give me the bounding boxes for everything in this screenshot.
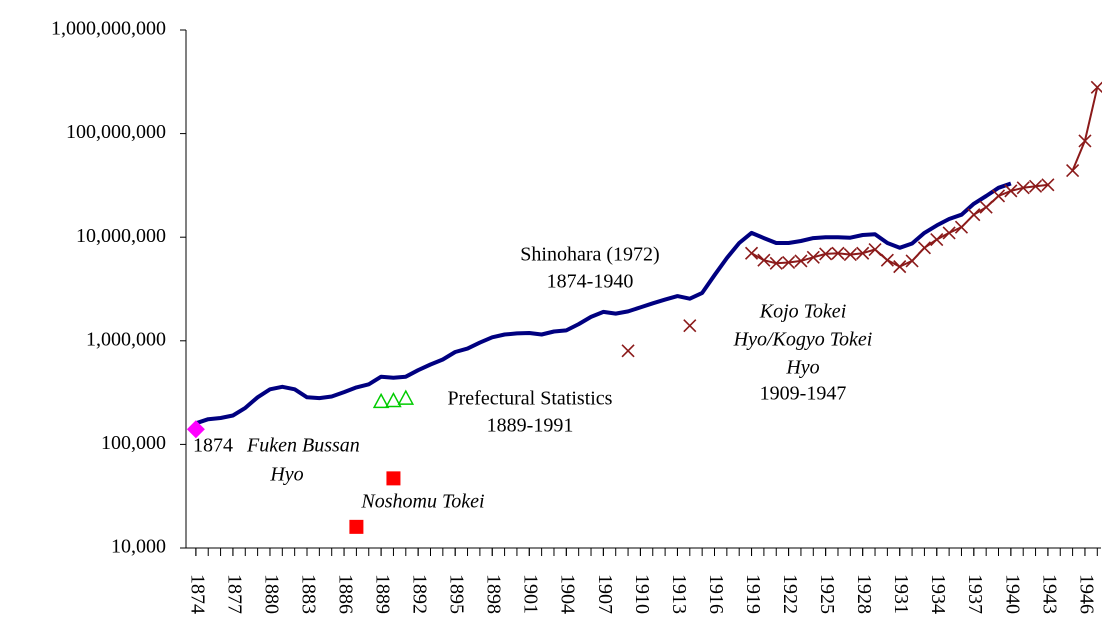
x-tick-label: 1910	[631, 574, 653, 614]
annotation: Hyo	[269, 464, 303, 486]
annotation: Shinohara (1972)	[520, 244, 659, 266]
x-tick-label: 1946	[1075, 574, 1097, 614]
x-tick-label: 1874	[186, 574, 208, 614]
diamond-marker	[186, 420, 205, 439]
x-tick-label: 1877	[223, 574, 245, 614]
x-marker	[782, 255, 796, 270]
x-tick-label: 1880	[260, 574, 282, 614]
x-tick-label: 1907	[594, 574, 616, 614]
x-marker	[954, 220, 969, 234]
x-tick-label: 1928	[853, 574, 875, 614]
y-tick-label: 100,000	[101, 432, 166, 454]
x-tick-label: 1919	[742, 574, 764, 614]
annotation: Hyo/Kogyo Tokei	[733, 329, 873, 351]
y-tick-label: 100,000,000	[66, 121, 166, 143]
x-marker	[831, 246, 845, 260]
x-tick-label: 1895	[446, 574, 468, 614]
x-marker	[1016, 181, 1030, 195]
x-tick-label: 1940	[1001, 574, 1023, 614]
x-tick-label: 1922	[779, 574, 801, 614]
x-marker	[917, 241, 931, 255]
x-tick-label: 1901	[520, 574, 542, 614]
x-marker	[880, 253, 894, 267]
x-marker	[794, 254, 808, 268]
x-marker	[744, 246, 759, 260]
y-tick-label: 1,000,000	[86, 328, 166, 350]
annotation: 1874-1940	[547, 271, 634, 293]
x-marker	[843, 247, 857, 262]
annotation: 1874	[193, 435, 233, 457]
x-tick-label: 1934	[927, 574, 949, 614]
annotation: Kojo Tokei	[759, 301, 847, 323]
x-marker	[1041, 178, 1055, 192]
y-tick-label: 10,000,000	[76, 225, 166, 247]
x-tick-label: 1889	[372, 574, 394, 614]
x-tick-label: 1892	[409, 574, 431, 614]
annotation: 1889-1991	[487, 415, 574, 437]
x-tick-label: 1898	[483, 574, 505, 614]
annotation: Noshomu Tokei	[360, 491, 484, 513]
x-marker	[1078, 134, 1092, 148]
x-marker	[819, 247, 833, 261]
y-tick-label: 1,000,000,000	[51, 18, 166, 40]
annotation: Prefectural Statistics	[448, 388, 613, 410]
x-marker	[1090, 80, 1102, 94]
annotation: Fuken Bussan	[246, 435, 360, 457]
triangle-marker	[372, 392, 390, 409]
x-marker	[769, 256, 783, 270]
x-tick-label: 1904	[557, 574, 579, 614]
x-tick-label: 1943	[1038, 574, 1060, 614]
x-marker	[868, 242, 882, 257]
triangle-marker	[385, 391, 402, 408]
square-marker	[349, 519, 364, 534]
x-marker	[967, 208, 981, 222]
annotation: Hyo	[785, 357, 819, 379]
x-marker	[683, 319, 697, 333]
x-marker	[1066, 163, 1080, 178]
x-tick-label: 1883	[297, 574, 319, 614]
x-marker	[1028, 179, 1043, 193]
x-marker	[942, 226, 956, 240]
series-line	[195, 181, 1012, 426]
x-marker	[930, 232, 944, 247]
x-marker	[621, 344, 635, 358]
y-tick-label: 10,000	[111, 536, 166, 558]
x-tick-label: 1886	[334, 574, 356, 614]
triangle-marker	[397, 389, 415, 405]
x-marker	[991, 189, 1006, 203]
x-tick-label: 1931	[890, 574, 912, 614]
x-marker	[893, 260, 907, 274]
x-tick-label: 1913	[668, 574, 690, 614]
x-tick-label: 1916	[705, 574, 727, 614]
x-tick-label: 1925	[816, 574, 838, 614]
x-marker	[806, 250, 820, 264]
x-marker	[856, 246, 870, 260]
x-tick-label: 1937	[964, 574, 986, 614]
square-marker	[386, 471, 401, 486]
x-marker	[905, 254, 919, 268]
x-marker	[979, 200, 993, 214]
x-marker	[757, 253, 771, 267]
annotation: 1909-1947	[760, 383, 847, 405]
x-marker	[1004, 184, 1018, 198]
